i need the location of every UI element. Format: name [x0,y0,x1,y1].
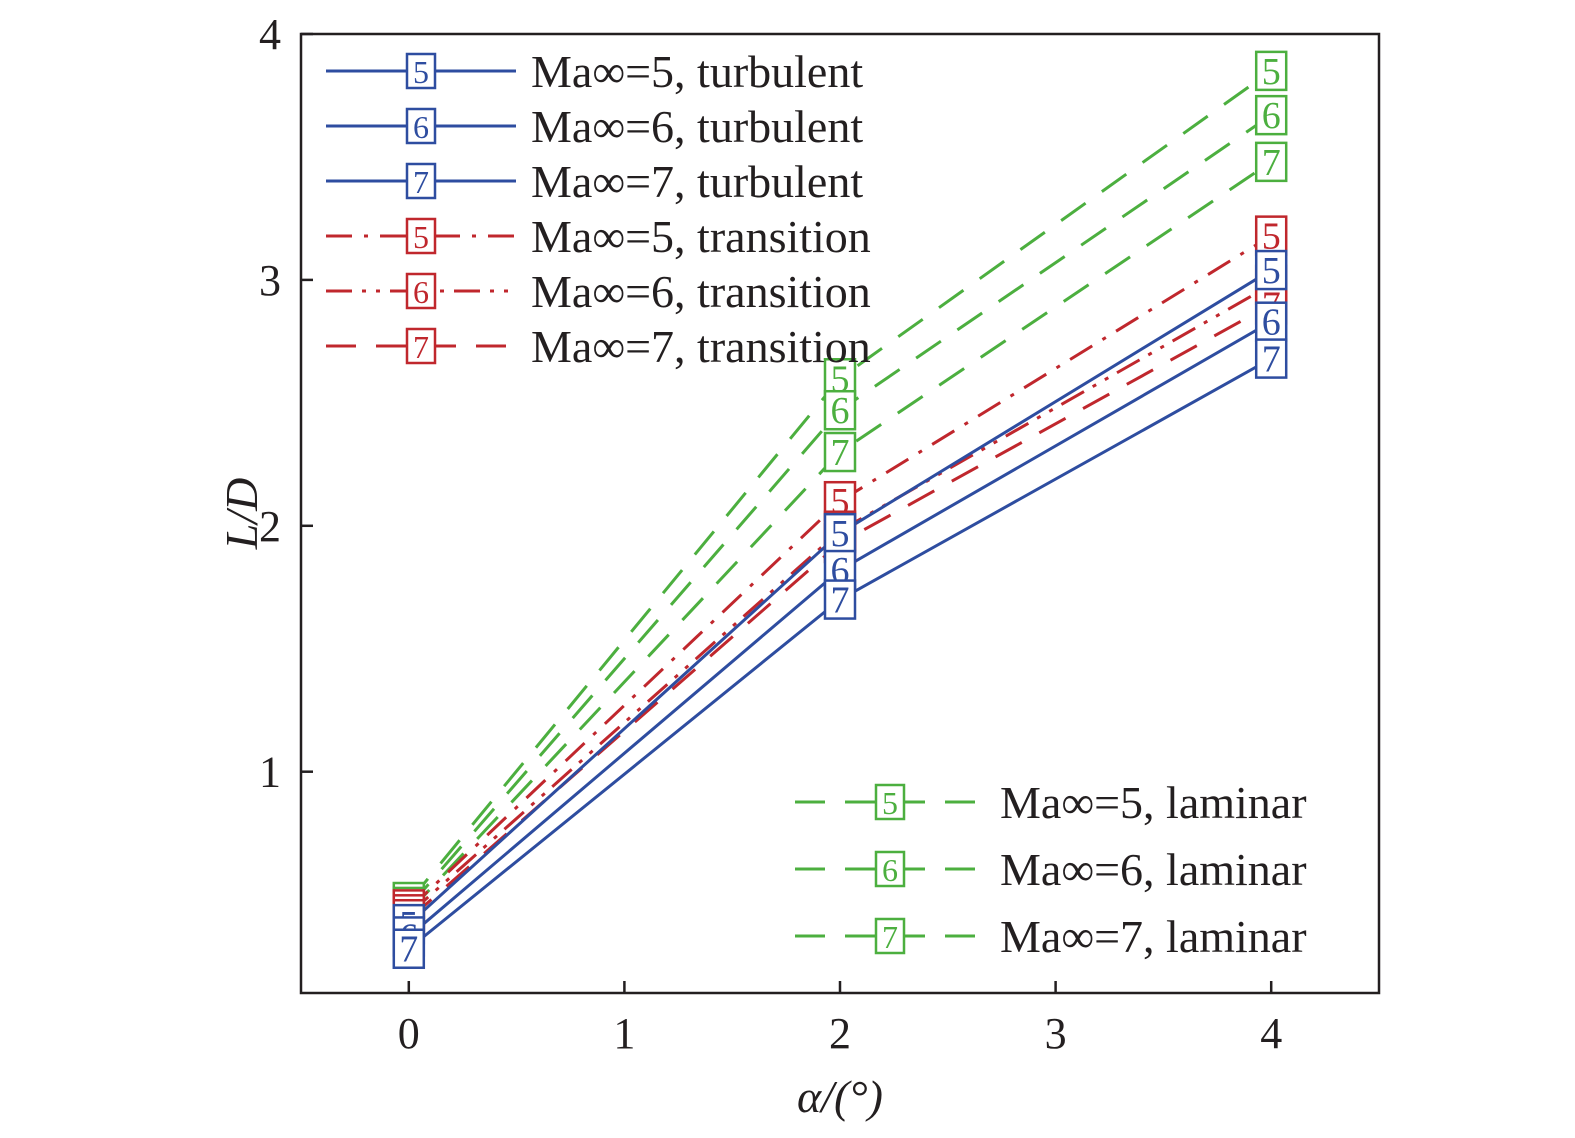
data-point-marker: 7 [823,431,857,474]
legend-marker-label: 6 [413,109,429,145]
legend-item: 7 Ma∞=7, transition [326,321,871,372]
legend-item: 6 Ma∞=6, turbulent [326,101,863,152]
legend-marker-label: 7 [413,329,429,365]
legend-marker-label: 6 [882,852,898,888]
data-point-marker: 7 [823,579,857,622]
legend-item: 5 Ma∞=5, turbulent [326,46,863,97]
legend-bottom-right: 5 Ma∞=5, laminar 6 Ma∞=6, laminar 7 Ma∞=7, la… [795,777,1307,962]
data-point-marker: 7 [392,928,426,971]
legend-label: Ma∞=7, laminar [1000,911,1307,962]
legend-marker-label: 5 [413,54,429,90]
legend-marker-label: 6 [413,274,429,310]
y-tick-label: 3 [259,256,281,305]
legend-label: Ma∞=5, laminar [1000,777,1307,828]
legend-label: Ma∞=5, transition [531,211,871,262]
marker-label: 7 [399,929,418,971]
x-tick-label: 3 [1045,1009,1067,1058]
data-point-marker: 6 [1254,94,1288,137]
y-axis-title: L/D [216,478,267,551]
data-point-marker: 5 [1254,215,1288,258]
x-tick-label: 0 [398,1009,420,1058]
legend-top-left: 5 Ma∞=5, turbulent 6 Ma∞=6, turbulent 7 Ma∞=7… [326,46,871,372]
marker-label: 7 [831,432,850,474]
marker-label: 5 [831,358,850,400]
data-point-marker: 6 [1254,301,1288,344]
marker-label: 6 [1262,95,1281,137]
x-axis: 0 1 2 3 4 [398,981,1282,1058]
marker-label: 7 [1262,142,1281,184]
series-line [407,160,1273,913]
data-point-marker: 6 [823,389,857,432]
legend-label: Ma∞=6, laminar [1000,844,1307,895]
series-markers: 555666777555666777555666777 [392,50,1288,971]
y-axis: 1 2 3 4 [259,10,313,797]
legend-item: 5 Ma∞=5, laminar [795,777,1307,828]
x-tick-label: 4 [1260,1009,1282,1058]
data-point-marker: 5 [1254,249,1288,292]
marker-label: 5 [831,513,850,555]
y-tick-label: 1 [259,748,281,797]
legend-marker-label: 5 [882,785,898,821]
data-point-marker: 7 [1254,141,1288,184]
data-point-marker: 5 [823,512,857,555]
legend-item: 6 Ma∞=6, laminar [795,844,1307,895]
marker-label: 6 [1262,302,1281,344]
legend-item: 7 Ma∞=7, turbulent [326,156,863,207]
legend-label: Ma∞=6, transition [531,266,871,317]
legend-label: Ma∞=7, turbulent [531,156,863,207]
y-tick-label: 2 [259,502,281,551]
data-point-marker: 5 [1254,50,1288,93]
legend-marker-label: 5 [413,219,429,255]
series-line [407,234,1272,911]
legend-item: 7 Ma∞=7, laminar [795,911,1307,962]
legend-label: Ma∞=7, transition [531,321,871,372]
marker-label: 5 [1262,250,1281,292]
legend-item: 6 Ma∞=6, transition [326,266,871,317]
marker-label: 7 [1262,339,1281,381]
legend-marker-label: 7 [882,919,898,955]
legend-label: Ma∞=6, turbulent [531,101,863,152]
legend-item: 5 Ma∞=5, transition [326,211,871,262]
legend-marker-label: 7 [413,164,429,200]
marker-label: 5 [1262,216,1281,258]
legend-label: Ma∞=5, turbulent [531,46,863,97]
marker-label: 6 [831,390,850,432]
marker-label: 5 [1262,51,1281,93]
x-tick-label: 2 [829,1009,851,1058]
data-point-marker: 7 [1254,338,1288,381]
x-tick-label: 1 [613,1009,635,1058]
y-tick-label: 4 [259,10,281,59]
x-axis-title: α/(°) [797,1071,883,1122]
marker-label: 7 [831,580,850,622]
